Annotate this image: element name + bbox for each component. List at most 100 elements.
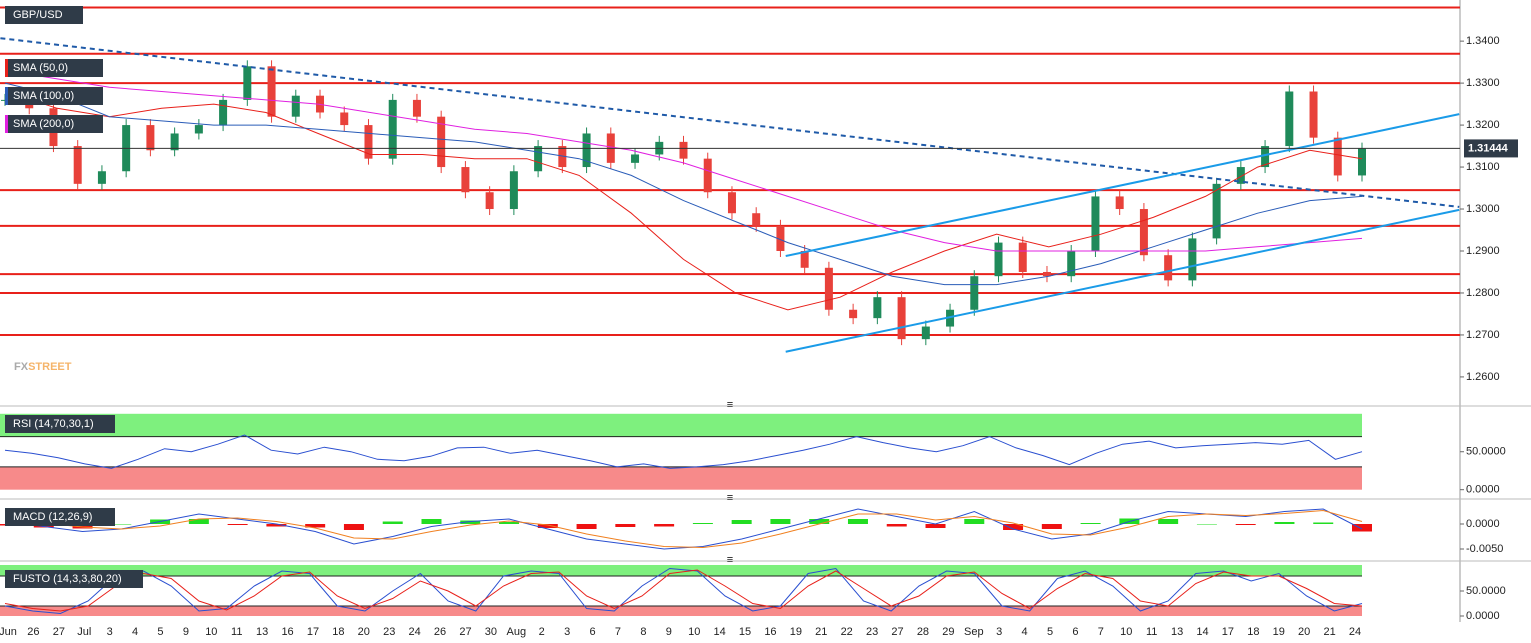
candle (752, 213, 761, 226)
panel-handle: ≡ (727, 399, 733, 411)
x-tick-label: 11 (1146, 626, 1157, 638)
histogram-bar (770, 519, 791, 524)
candle (800, 250, 809, 268)
indicator-label: FUSTO (14,3,3,80,20) (13, 573, 122, 585)
indicator-label-box (5, 6, 83, 24)
indicator-label: SMA (50,0) (13, 62, 68, 74)
zone-band (0, 565, 1362, 576)
x-tick-label: 24 (409, 626, 421, 638)
last-price-box (1464, 139, 1518, 158)
histogram-bar (1196, 524, 1217, 525)
candle (461, 167, 470, 193)
x-tick-label: 10 (688, 626, 700, 638)
y-tick-label: 1.3000 (1466, 203, 1500, 215)
histogram-bar (692, 523, 713, 524)
candle (1333, 137, 1342, 176)
x-tick-label: 13 (256, 626, 268, 638)
x-tick-label: 26 (27, 626, 39, 638)
indicator-label-box (5, 508, 115, 526)
candle (534, 146, 543, 172)
indicator-label: SMA (200,0) (13, 118, 74, 130)
x-tick-label: 27 (459, 626, 471, 638)
indicator-label-box (5, 415, 115, 433)
x-tick-label: 14 (713, 626, 725, 638)
histogram-bar (964, 519, 985, 524)
histogram-bar (1313, 522, 1334, 524)
histogram-bar (421, 519, 442, 524)
zone-band (0, 466, 1362, 490)
x-tick-label: 21 (815, 626, 827, 638)
candle (1358, 148, 1366, 176)
candle (631, 154, 640, 163)
x-tick-label: 23 (866, 626, 878, 638)
histogram-bar (886, 524, 907, 527)
indicator-label-box (5, 570, 143, 588)
candle (1236, 167, 1245, 184)
y-tick-label: 50.0000 (1466, 585, 1506, 597)
x-tick-label: 5 (1047, 626, 1053, 638)
x-tick-label: 6 (1072, 626, 1078, 638)
candle (73, 146, 82, 184)
x-tick-label: 2 (539, 626, 545, 638)
y-tick-label: 1.3400 (1466, 35, 1500, 47)
x-tick-label: 3 (996, 626, 1002, 638)
histogram-bar (227, 524, 248, 525)
y-tick-label: 50.0000 (1466, 446, 1506, 458)
indicator-label-box (5, 87, 103, 105)
histogram-bar (847, 519, 868, 524)
y-tick-label: 1.3200 (1466, 119, 1500, 131)
histogram-bar (72, 524, 93, 529)
candle (946, 309, 955, 327)
x-tick-label: 17 (1222, 626, 1234, 638)
y-tick-label: 0.0000 (1466, 518, 1500, 530)
y-tick-label: 0.0000 (1466, 610, 1500, 622)
sma-line (4, 82, 1363, 286)
x-tick-label: 4 (1022, 626, 1028, 638)
x-tick-label: 4 (132, 626, 138, 638)
logo: FXSTREET (14, 361, 72, 373)
histogram-bar (1080, 523, 1101, 524)
candle (97, 171, 106, 184)
histogram-bar (499, 522, 520, 524)
histogram-bar (343, 524, 364, 530)
histogram-bar (1003, 524, 1024, 530)
x-tick-label: 18 (1247, 626, 1259, 638)
y-tick-label: -0.0050 (1466, 543, 1503, 555)
histogram-bar (537, 524, 558, 528)
legend-swatch (5, 87, 8, 105)
panel-handle: ≡ (727, 492, 733, 504)
trendline (785, 208, 1460, 353)
indicator-label: SMA (100,0) (13, 90, 74, 102)
indicator-label: GBP/USD (13, 9, 63, 21)
candle (1188, 238, 1197, 281)
axis-area (1460, 0, 1531, 643)
y-tick-label: 1.2700 (1466, 329, 1500, 341)
candle (267, 66, 276, 117)
x-tick-label: 18 (332, 626, 344, 638)
histogram-bar (809, 519, 830, 524)
sma-line (4, 70, 1363, 252)
histogram-bar (731, 520, 752, 524)
x-tick-label: 13 (1171, 626, 1183, 638)
candle (1042, 271, 1051, 277)
candle (485, 192, 494, 210)
candle (703, 158, 712, 193)
trendline (785, 113, 1460, 258)
candle (1115, 196, 1124, 210)
candle (1309, 91, 1318, 138)
legend-swatch (5, 115, 8, 133)
x-tick-label: 14 (1196, 626, 1208, 638)
x-tick-label: 7 (615, 626, 621, 638)
candle (679, 141, 688, 159)
x-tick-label: 8 (640, 626, 646, 638)
indicator-line (4, 508, 1363, 550)
x-tick-label: 19 (790, 626, 802, 638)
candle (437, 116, 446, 168)
candle (921, 326, 930, 340)
indicator-label: RSI (14,70,30,1) (13, 418, 94, 430)
x-tick-label: 21 (1323, 626, 1335, 638)
histogram-bar (654, 524, 675, 527)
x-tick-label: 10 (1120, 626, 1132, 638)
indicator-line (4, 509, 1363, 549)
